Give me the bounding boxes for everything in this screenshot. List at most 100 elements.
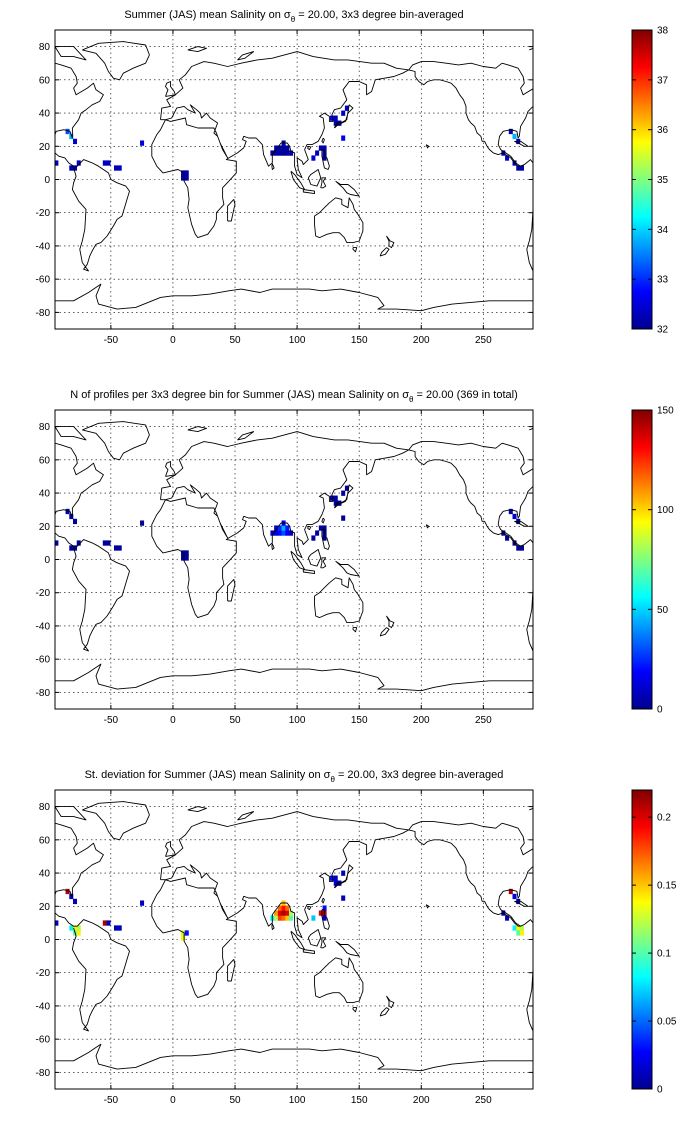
- data-cell: [516, 165, 521, 171]
- coastline-borneo: [307, 549, 322, 567]
- x-tick-label: 100: [289, 715, 306, 726]
- data-cell: [508, 128, 513, 135]
- data-cell: [330, 875, 335, 881]
- y-tick-label: -60: [36, 275, 51, 286]
- data-cell: [341, 515, 346, 521]
- gridlines: [55, 790, 533, 1089]
- colorbar-tick-label: 0.15: [657, 881, 677, 892]
- coastline-japan: [333, 104, 354, 129]
- data-cell: [341, 110, 346, 116]
- data-cell: [184, 175, 189, 181]
- data-cell: [181, 930, 186, 936]
- title-sigma-symbol: σ: [284, 9, 291, 21]
- coastline-alaska-north: [408, 821, 503, 831]
- coastline-australia: [314, 577, 364, 624]
- x-tick-label: -50: [104, 1095, 119, 1106]
- title-sigma-symbol: σ: [324, 769, 331, 781]
- coastline-sulawesi: [320, 177, 327, 189]
- coastline-sumatra: [290, 930, 306, 950]
- y-tick-label: -20: [36, 968, 51, 979]
- data-cell: [181, 170, 186, 176]
- panel-title: N of profiles per 3x3 degree bin for Sum…: [70, 389, 518, 404]
- data-cell: [113, 925, 118, 931]
- coastline-americas-east: [501, 822, 533, 856]
- y-tick-label: 0: [44, 935, 50, 946]
- data-cell: [289, 915, 294, 921]
- coastline-arctic-islands: [55, 426, 87, 441]
- coastline-new-guinea: [335, 180, 360, 197]
- coastline-japan: [333, 864, 354, 889]
- coastline-taiwan: [321, 137, 325, 144]
- data-cell: [285, 525, 290, 531]
- x-tick-label: 250: [475, 715, 492, 726]
- data-cell: [344, 485, 349, 491]
- y-tick-label: -60: [36, 1035, 51, 1046]
- coastline-arctic-islands: [55, 806, 87, 821]
- colorbar-tick-label: 100: [657, 505, 674, 516]
- coastline-sumatra: [290, 550, 306, 570]
- coastline-new-zealand-south: [379, 247, 390, 257]
- colorbar-tick-label: 0: [657, 705, 663, 716]
- coastline-philippines: [321, 149, 330, 170]
- data-cell: [281, 915, 286, 921]
- coastline-java: [302, 949, 315, 955]
- data-cell: [277, 915, 282, 921]
- data-cell: [181, 935, 186, 941]
- data-cell: [274, 145, 279, 151]
- data-cell: [322, 535, 327, 541]
- data-cell: [65, 508, 70, 515]
- data-cell: [274, 525, 279, 531]
- colorbar-tick-label: 0.05: [657, 1017, 677, 1028]
- x-tick-label: 0: [170, 335, 176, 346]
- data-cell: [277, 905, 282, 911]
- y-tick-label: 80: [39, 802, 51, 813]
- data-cell: [281, 150, 286, 156]
- coastline-madagascar: [227, 578, 236, 602]
- data-cell: [285, 915, 290, 921]
- data-cell: [281, 910, 286, 916]
- data-cell: [516, 545, 521, 551]
- data-cell: [55, 160, 59, 166]
- coastline-svalbard: [187, 806, 207, 813]
- coastline-svalbard: [187, 46, 207, 53]
- colorbar-tick-label: 33: [657, 275, 669, 286]
- x-tick-label: 200: [413, 715, 430, 726]
- coastline-north-america: [55, 442, 104, 519]
- y-tick-label: 80: [39, 42, 51, 53]
- title-sigma-subscript: θ: [291, 15, 296, 24]
- coastline-americas-east: [501, 62, 533, 96]
- colorbar-tick-label: 32: [657, 325, 669, 336]
- data-cell: [285, 910, 290, 916]
- y-tick-label: 20: [39, 142, 51, 153]
- panel-title: Summer (JAS) mean Salinity on σθ = 20.00…: [124, 9, 463, 24]
- y-tick-label: -60: [36, 655, 51, 666]
- coastline-svalbard: [187, 426, 207, 433]
- title-sigma-subscript: θ: [330, 775, 335, 784]
- y-tick-label: -80: [36, 308, 51, 319]
- colorbar-tick-label: 0: [657, 1085, 663, 1096]
- coastline-americas-east-south: [526, 969, 533, 1032]
- data-cell: [117, 925, 122, 931]
- map-panel-2: N of profiles per 3x3 degree bin for Sum…: [36, 389, 675, 726]
- y-tick-label: -80: [36, 1068, 51, 1079]
- map-panel-3: St. deviation for Summer (JAS) mean Sali…: [36, 769, 677, 1106]
- data-cell: [106, 920, 111, 926]
- data-cell: [311, 915, 316, 921]
- coastline-americas-east-coast: [497, 104, 533, 167]
- data-cell: [315, 150, 320, 156]
- data-cell: [102, 540, 107, 546]
- colorbar-tick-label: 0.1: [657, 949, 671, 960]
- coastline-hainan: [307, 905, 312, 911]
- coastline-sri-lanka: [271, 923, 275, 930]
- x-tick-label: 150: [351, 715, 368, 726]
- coastlines: [55, 421, 533, 692]
- coastline-philippines: [321, 529, 330, 550]
- y-tick-label: 60: [39, 835, 51, 846]
- data-cell: [322, 915, 327, 921]
- data-cell: [512, 925, 517, 931]
- data-cell: [322, 145, 327, 151]
- x-tick-label: -50: [104, 715, 119, 726]
- data-cell: [73, 545, 78, 551]
- data-cell: [55, 920, 59, 926]
- coastline-philippines: [321, 909, 330, 930]
